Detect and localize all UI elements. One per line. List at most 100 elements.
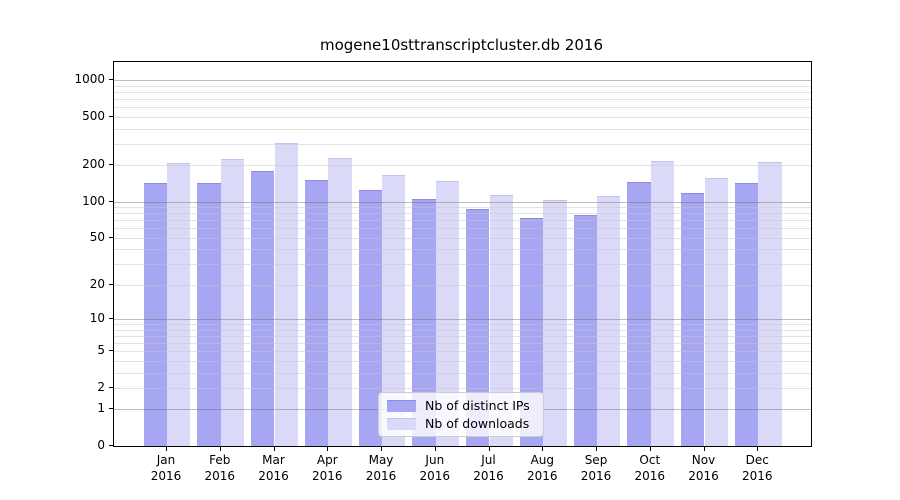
y-tick-label: 100 (82, 193, 105, 208)
bar-downloads-mar (274, 142, 298, 446)
gridline-minor (114, 98, 811, 100)
x-tick-label: Oct 2016 (634, 453, 666, 483)
y-tick-mark (109, 236, 113, 238)
bar-downloads-oct (650, 160, 675, 446)
y-tick-label: 200 (82, 157, 105, 172)
bar-distinct-ips-mar (251, 170, 275, 446)
gridline-minor (114, 213, 811, 215)
bar-downloads-jul (489, 195, 513, 446)
x-tick-mark (596, 447, 597, 451)
bar-downloads-apr (328, 158, 352, 446)
x-tick-label: Feb 2016 (204, 453, 236, 483)
gridline-minor (114, 116, 811, 118)
gridline-major (114, 80, 811, 81)
y-tick-mark (109, 79, 113, 80)
x-tick-mark (219, 447, 221, 451)
plot-area (113, 61, 812, 447)
legend-swatch-downloads (387, 417, 416, 430)
bar-distinct-ips-jun (412, 199, 436, 446)
y-tick-label: 0 (97, 438, 105, 452)
gridline-minor (114, 387, 811, 389)
bar-downloads-jan (167, 163, 191, 446)
y-tick-mark (109, 200, 113, 202)
bar-distinct-ips-may (358, 189, 382, 446)
y-tick-mark (109, 318, 113, 319)
gridline-major (114, 201, 811, 203)
legend: Nb of distinct IPs Nb of downloads (378, 392, 544, 437)
bar-downloads-jun (435, 180, 460, 446)
gridline-minor (114, 372, 811, 374)
bar-distinct-ips-jan (143, 182, 167, 446)
gridline-minor (114, 165, 811, 167)
bar-distinct-ips-jul (466, 209, 490, 446)
y-tick-mark (109, 445, 113, 446)
bar-downloads-may (382, 175, 406, 446)
x-tick-mark (381, 447, 382, 451)
x-tick-label: Jan 2016 (150, 453, 182, 483)
bar-downloads-feb (220, 158, 245, 446)
gridline-minor (114, 351, 811, 353)
gridline-minor (114, 360, 811, 362)
chart-title: mogene10sttranscriptcluster.db 2016 (320, 36, 603, 54)
y-tick-mark (109, 350, 113, 352)
gridline-minor (114, 329, 811, 331)
gridline-major (114, 319, 811, 320)
bar-downloads-aug (543, 200, 567, 446)
gridline-minor (114, 335, 811, 337)
gridline-minor (114, 284, 811, 286)
gridline-minor (114, 228, 811, 230)
gridline-minor (114, 342, 811, 344)
x-tick-mark (542, 447, 544, 451)
bar-distinct-ips-aug (519, 218, 544, 446)
y-tick-label: 5 (97, 343, 105, 358)
gridline-minor (114, 85, 811, 87)
gridline-minor (114, 143, 811, 145)
x-tick-mark (488, 447, 490, 451)
x-tick-label: Sep 2016 (580, 453, 612, 483)
y-tick-label: 1 (97, 401, 105, 416)
gridline-minor (114, 220, 811, 222)
y-tick-label: 20 (89, 276, 105, 291)
bar-downloads-nov (704, 178, 728, 446)
x-tick-mark (434, 447, 436, 451)
y-tick-label: 500 (82, 108, 105, 123)
legend-swatch-distinct-ips (387, 399, 416, 412)
bar-distinct-ips-dec (734, 182, 759, 446)
x-tick-label: May 2016 (365, 453, 397, 483)
x-tick-mark (757, 447, 759, 451)
x-tick-label: Jun 2016 (419, 453, 451, 483)
x-tick-mark (273, 447, 275, 451)
y-tick-mark (109, 115, 113, 117)
y-tick-label: 50 (89, 229, 105, 244)
y-tick-mark (109, 164, 113, 166)
x-tick-label: Dec 2016 (742, 453, 773, 483)
gridline-minor (114, 324, 811, 325)
bar-distinct-ips-nov (681, 193, 705, 446)
x-tick-label: Aug 2016 (527, 453, 558, 483)
gridline-minor (114, 91, 811, 93)
x-tick-label: Mar 2016 (258, 453, 289, 483)
legend-label-downloads: Nb of downloads (425, 416, 530, 431)
bar-distinct-ips-oct (627, 181, 651, 446)
y-tick-mark (109, 408, 113, 410)
y-tick-label: 10 (89, 311, 105, 325)
x-tick-mark (166, 447, 167, 451)
gridline-minor (114, 207, 811, 209)
x-tick-mark (649, 447, 651, 451)
bar-downloads-sep (597, 196, 621, 446)
gridline-minor (114, 128, 811, 130)
gridline-minor (114, 249, 811, 251)
legend-label-distinct-ips: Nb of distinct IPs (425, 398, 530, 413)
bar-distinct-ips-feb (197, 183, 221, 446)
x-tick-label: Jul 2016 (473, 453, 504, 483)
x-tick-label: Nov 2016 (688, 453, 719, 483)
y-tick-mark (109, 386, 113, 388)
gridline-minor (114, 107, 811, 109)
y-tick-label: 2 (97, 379, 105, 394)
legend-item-distinct-ips: Nb of distinct IPs (387, 398, 535, 413)
x-tick-mark (703, 447, 705, 451)
y-tick-label: 1000 (74, 72, 105, 86)
bar-distinct-ips-apr (304, 180, 329, 446)
x-tick-label: Apr 2016 (312, 453, 343, 483)
